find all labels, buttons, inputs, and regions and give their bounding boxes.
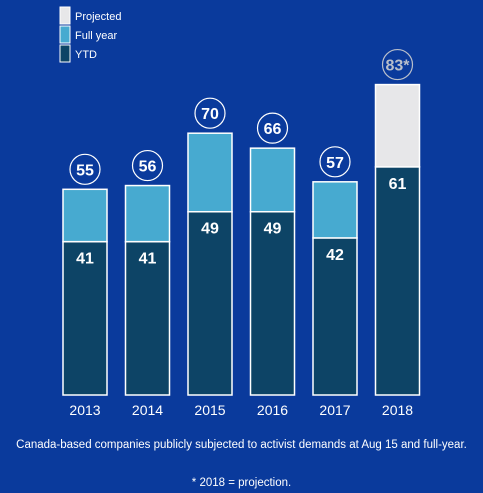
x-tick-label-2016: 2016 xyxy=(257,402,288,418)
legend-label-projected: Projected xyxy=(75,11,121,23)
legend-swatch-full-year xyxy=(59,25,71,44)
total-circle-2013 xyxy=(69,153,101,185)
chart-footnote: * 2018 = projection. xyxy=(191,477,292,489)
bar-full-year-2014 xyxy=(124,184,171,243)
bar-chart: Projected Full year YTD 41 55 2013 41 56 2014 49 7… xyxy=(59,6,421,418)
chart-caption: Canada-based companies publicly subjecte… xyxy=(16,439,467,451)
legend-swatch-ytd xyxy=(59,44,71,63)
ytd-value-label-2018: 61 xyxy=(389,176,407,193)
total-circle-2014 xyxy=(131,149,164,182)
total-value-label-2014: 56 xyxy=(139,159,157,176)
total-circle-2017 xyxy=(319,146,351,178)
legend-label-ytd: YTD xyxy=(75,49,97,61)
bar-full-year-2015 xyxy=(187,132,233,213)
x-tick-label-2014: 2014 xyxy=(132,402,163,418)
bar-full-year-2016 xyxy=(249,147,296,213)
ytd-value-label-2016: 49 xyxy=(264,221,282,238)
x-tick-label-2017: 2017 xyxy=(319,402,350,418)
bar-ytd-2016 xyxy=(249,210,296,396)
bar-full-year-2013 xyxy=(62,188,108,243)
bar-ytd-2013 xyxy=(62,240,108,396)
total-circle-2018 xyxy=(381,48,414,81)
x-tick-label-2015: 2015 xyxy=(194,402,225,418)
total-value-label-2016: 66 xyxy=(264,121,282,138)
bar-ytd-2018 xyxy=(374,166,421,396)
ytd-value-label-2013: 41 xyxy=(76,251,94,268)
total-value-label-2018: 83* xyxy=(385,58,410,75)
total-circle-2015 xyxy=(194,97,226,129)
x-tick-label-2018: 2018 xyxy=(382,402,413,418)
bar-full-year-2017 xyxy=(312,181,358,239)
total-value-label-2017: 57 xyxy=(326,155,344,172)
ytd-value-label-2017: 42 xyxy=(326,247,344,264)
bar-ytd-2014 xyxy=(124,240,171,396)
total-circle-2016 xyxy=(256,112,289,144)
total-value-label-2015: 70 xyxy=(201,106,219,123)
ytd-value-label-2014: 41 xyxy=(139,251,157,268)
legend-swatch-projected xyxy=(59,6,71,25)
total-value-label-2013: 55 xyxy=(76,162,94,179)
legend-label-full-year: Full year xyxy=(75,30,118,42)
bar-ytd-2017 xyxy=(312,237,358,396)
ytd-value-label-2015: 49 xyxy=(201,221,219,238)
bar-ytd-2015 xyxy=(187,210,233,396)
x-tick-label-2013: 2013 xyxy=(69,402,100,418)
bar-projected-2018 xyxy=(374,83,421,168)
